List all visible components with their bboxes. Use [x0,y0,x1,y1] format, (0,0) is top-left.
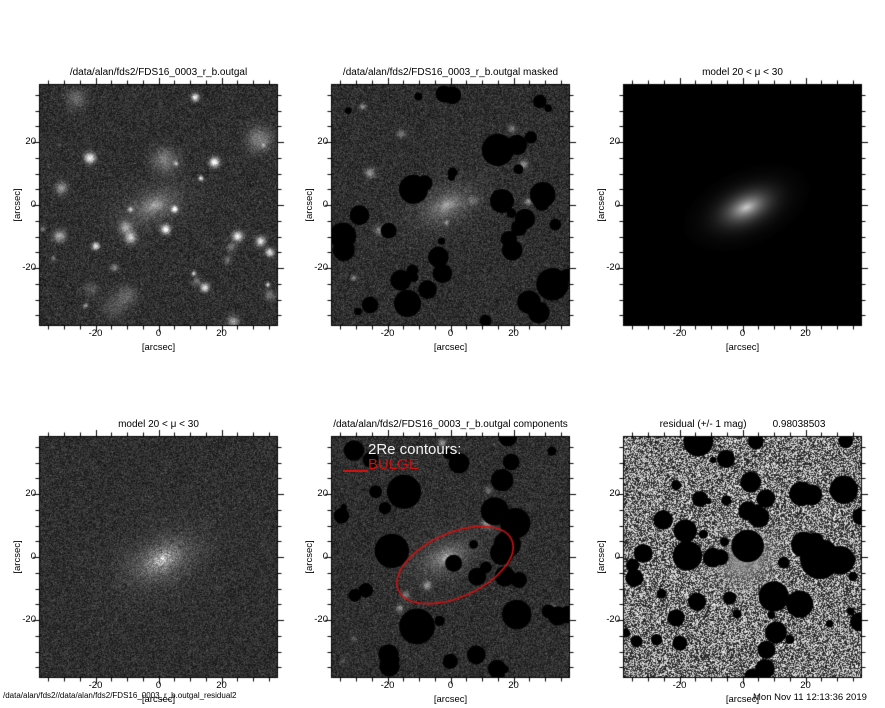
panel-image: /data/alan/fds2/FDS16_0003_r_b.outgal [a… [0,59,294,371]
x-axis-label: [arcsec] [433,342,468,353]
panel-masked: /data/alan/fds2/FDS16_0003_r_b.outgal ma… [286,59,586,371]
y-tick-label: -20 [314,614,328,625]
x-axis-label: [arcsec] [141,694,176,705]
y-tick-label: 20 [609,488,620,499]
y-axis-label: [arcsec] [12,188,23,222]
residual-title-text: residual (+/- 1 mag) [659,419,747,430]
y-tick-label: -20 [314,262,328,273]
y-tick-label: 20 [25,136,36,147]
galaxy-image-canvas [32,77,285,333]
y-tick-label: 20 [317,136,328,147]
model-canvas [616,77,869,333]
x-axis-label: [arcsec] [725,694,760,705]
model-noise-canvas [32,429,285,685]
panel-title: /data/alan/fds2/FDS16_0003_r_b.outgal ma… [342,67,559,78]
panel-model-noise: model 20 < μ < 30 [arcsec] [arcsec] 20 0-… [0,411,294,708]
bulge-annotation: BULGE [368,456,419,473]
timestamp: Mon Nov 11 12:13:36 2019 [753,692,867,703]
bulge-contour-line [343,470,368,472]
y-tick-label: -20 [606,614,620,625]
y-axis-label: [arcsec] [304,188,315,222]
y-tick-label: 20 [609,136,620,147]
x-axis-label: [arcsec] [433,694,468,705]
y-tick-label: 20 [317,488,328,499]
panel-title: residual (+/- 1 mag) 0.98038503 [624,419,861,430]
y-axis-label: [arcsec] [596,540,607,574]
panel-title: /data/alan/fds2/FDS16_0003_r_b.outgal [69,67,248,78]
y-axis-label: [arcsec] [12,540,23,574]
y-tick-label: -20 [606,262,620,273]
y-tick-label: 20 [25,488,36,499]
y-tick-label: -20 [22,262,36,273]
panel-title: model 20 < μ < 30 [118,419,199,430]
masked-image-canvas [324,77,577,333]
output-file-path: /data/alan/fds2//data/alan/fds2/FDS16_00… [3,691,237,700]
panel-title: model 20 < μ < 30 [702,67,783,78]
residual-canvas [616,429,869,685]
components-canvas [324,429,577,685]
x-axis-label: [arcsec] [141,342,176,353]
panel-residual: residual (+/- 1 mag) 0.98038503 [arcsec] … [578,411,878,708]
panel-title: /data/alan/fds2/FDS16_0003_r_b.outgal co… [333,419,568,430]
x-axis-label: [arcsec] [725,342,760,353]
y-axis-label: [arcsec] [596,188,607,222]
y-axis-label: [arcsec] [304,540,315,574]
contours-annotation: 2Re contours: [368,441,462,458]
residual-statistic: 0.98038503 [772,419,826,430]
panel-model: model 20 < μ < 30 [arcsec] [arcsec] 20 0-… [578,59,878,371]
y-tick-label: -20 [22,614,36,625]
panel-components: /data/alan/fds2/FDS16_0003_r_b.outgal co… [286,411,586,708]
